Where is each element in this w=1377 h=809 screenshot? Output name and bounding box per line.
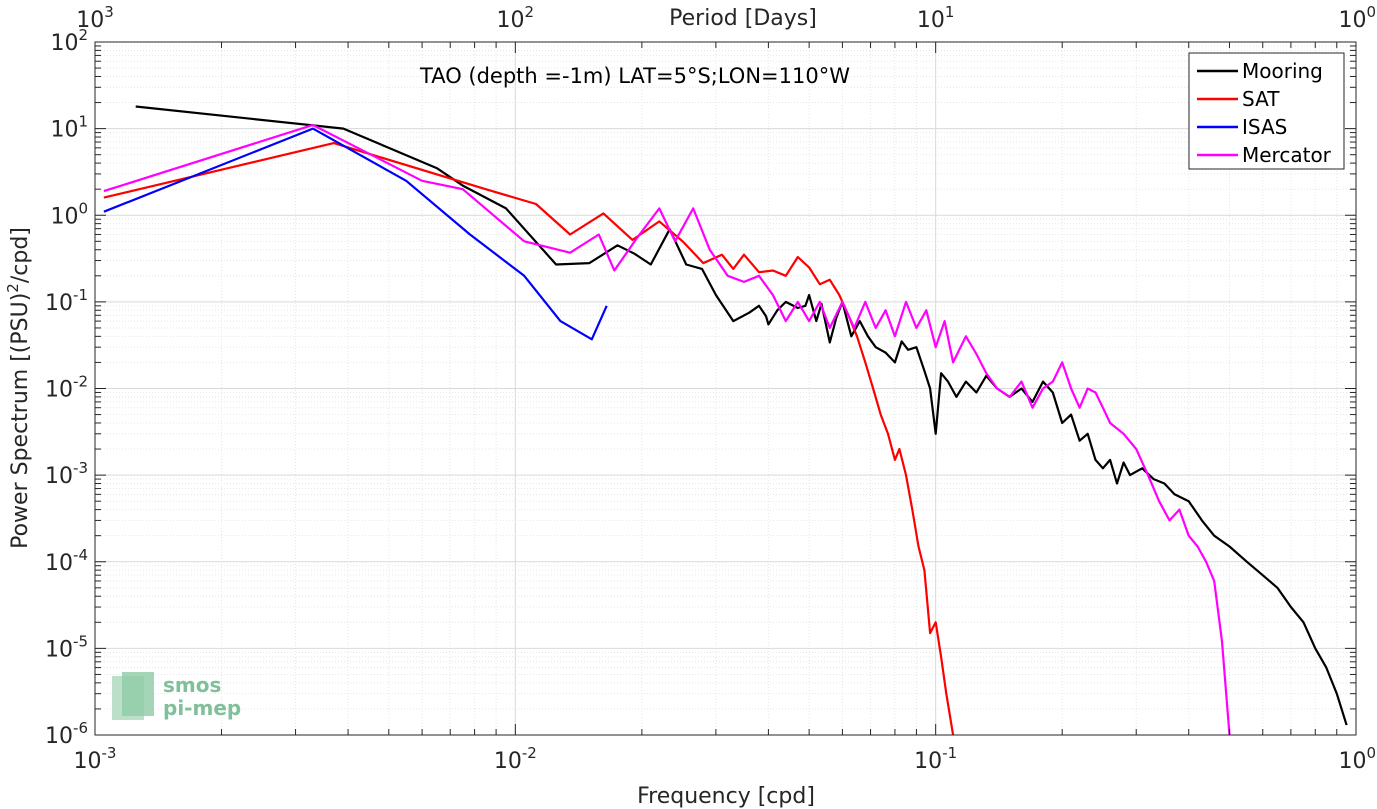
- y-tick-label-base: 10: [45, 464, 73, 489]
- y-tick-label-exponent: -1: [73, 286, 88, 304]
- logo-line2: pi-mep: [163, 696, 241, 720]
- top-axis-label: Period [Days]: [669, 6, 817, 31]
- series-group: [103, 105, 1348, 736]
- top-tick-label-exponent: 2: [525, 3, 535, 21]
- x-tick-label-base: 10: [1338, 749, 1366, 774]
- x-tick-label-exponent: 0: [1366, 744, 1376, 762]
- legend-label-isas: ISAS: [1242, 115, 1287, 139]
- top-tick-label-exponent: 3: [104, 3, 114, 21]
- y-tick-label-exponent: -2: [73, 373, 88, 391]
- series-line-isas: [103, 127, 608, 341]
- legend: Mooring SAT ISAS Mercator: [1188, 52, 1345, 170]
- logo-line1: smos: [163, 673, 221, 697]
- x-tick-label: 10-1: [914, 744, 957, 774]
- y-tick-label: 10-6: [45, 719, 88, 749]
- x-axis-label: Frequency [cpd]: [637, 784, 815, 809]
- legend-box: [1188, 52, 1345, 170]
- top-tick-label-base: 10: [917, 8, 945, 33]
- top-tick-label-base: 10: [1338, 8, 1366, 33]
- x-tick-label-exponent: -1: [942, 744, 957, 762]
- y-tick-label-exponent: -5: [73, 632, 88, 650]
- top-tick-label: 103: [76, 3, 114, 33]
- x-tick-label-base: 10: [74, 749, 102, 774]
- y-tick-label-exponent: 0: [78, 199, 88, 217]
- y-axis-label-main: Power Spectrum [(PSU): [8, 293, 33, 549]
- chart-title: TAO (depth =-1m) LAT=5°S;LON=110°W: [419, 64, 850, 88]
- y-tick-label-exponent: 1: [78, 113, 88, 131]
- top-tick-label-base: 10: [76, 8, 104, 33]
- y-tick-label: 102: [50, 26, 88, 56]
- y-tick-label-base: 10: [45, 551, 73, 576]
- tick-labels: 10-3 10-2 10-1 10010-610-510-410-310-210-11…: [45, 3, 1376, 774]
- x-tick-label-base: 10: [494, 749, 522, 774]
- top-tick-label-exponent: 1: [945, 3, 955, 21]
- minor-grid: [95, 42, 1356, 735]
- x-tick-label-base: 10: [914, 749, 942, 774]
- y-axis-label: Power Spectrum [(PSU)2/cpd]: [4, 227, 33, 549]
- y-tick-label-base: 10: [50, 204, 78, 229]
- y-tick-label-base: 10: [45, 291, 73, 316]
- y-axis-label-sup: 2: [4, 283, 22, 293]
- tick-marks: [94, 41, 1357, 736]
- legend-label-mercator: Mercator: [1242, 143, 1332, 167]
- smos-pimep-logo: smos pi-mep: [112, 672, 241, 720]
- top-tick-label: 101: [917, 3, 955, 33]
- top-tick-label: 100: [1338, 3, 1376, 33]
- x-tick-label: 10-2: [494, 744, 537, 774]
- y-tick-label-exponent: 2: [78, 26, 88, 44]
- top-tick-label-exponent: 0: [1366, 3, 1376, 21]
- y-tick-label-base: 10: [45, 724, 73, 749]
- y-axis-label-tail: /cpd]: [8, 227, 33, 283]
- x-tick-label: 10-3: [74, 744, 117, 774]
- y-tick-label-base: 10: [45, 637, 73, 662]
- y-tick-label: 10-5: [45, 632, 88, 662]
- y-tick-label-exponent: -4: [73, 546, 88, 564]
- y-tick-label: 10-4: [45, 546, 88, 576]
- y-tick-label: 101: [50, 113, 88, 143]
- series-line-mooring: [135, 105, 1348, 726]
- y-tick-label-base: 10: [45, 378, 73, 403]
- y-tick-label-base: 10: [50, 31, 78, 56]
- legend-label-sat: SAT: [1242, 87, 1280, 111]
- top-tick-label: 102: [497, 3, 535, 33]
- legend-label-mooring: Mooring: [1242, 59, 1323, 83]
- top-tick-label-base: 10: [497, 8, 525, 33]
- y-tick-label-exponent: -6: [73, 719, 88, 737]
- y-tick-label: 10-3: [45, 459, 88, 489]
- x-tick-label: 100: [1338, 744, 1376, 774]
- x-tick-label-exponent: -2: [522, 744, 537, 762]
- y-tick-label-base: 10: [50, 118, 78, 143]
- y-tick-label: 10-2: [45, 373, 88, 403]
- series-line-mercator: [103, 123, 1231, 736]
- y-tick-label: 100: [50, 199, 88, 229]
- x-tick-label-exponent: -3: [102, 744, 117, 762]
- y-tick-label: 10-1: [45, 286, 88, 316]
- logo-mark-front: [122, 672, 154, 716]
- y-tick-label-exponent: -3: [73, 459, 88, 477]
